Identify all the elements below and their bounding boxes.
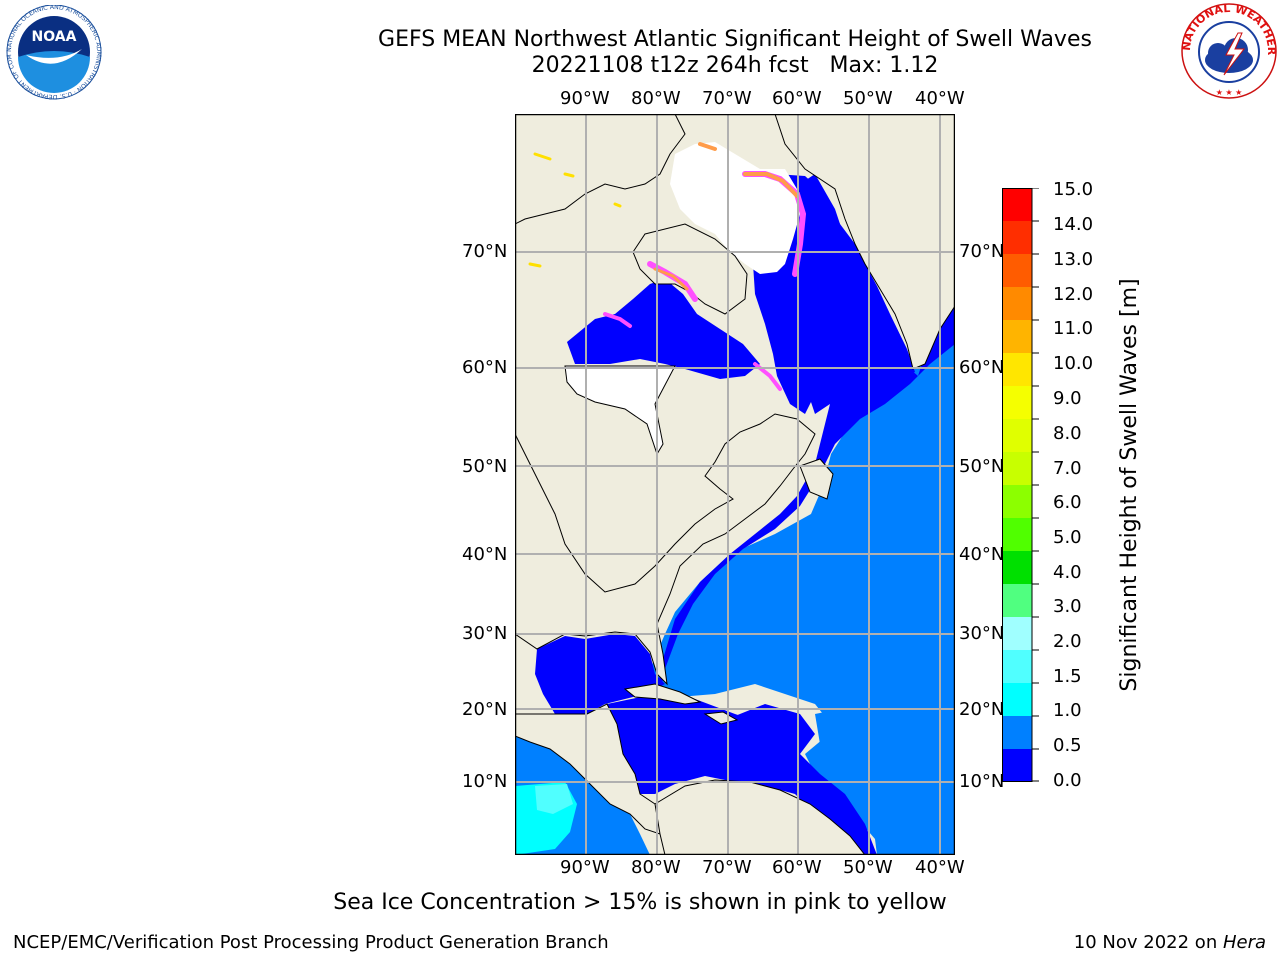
colorbar-tick-label: 2.0 bbox=[1053, 631, 1082, 652]
colorbar-segment bbox=[1002, 254, 1032, 288]
colorbar-segment bbox=[1002, 452, 1032, 486]
colorbar-tick-label: 9.0 bbox=[1053, 388, 1082, 409]
lat-label-right: 60°N bbox=[959, 357, 1005, 378]
lon-label-top: 90°W bbox=[560, 88, 610, 109]
colorbar-segment bbox=[1002, 287, 1032, 321]
noaa-logo-text: NOAA bbox=[32, 29, 77, 45]
colorbar-segment bbox=[1002, 320, 1032, 354]
map-subtitle: 20221108 t12z 264h fcst Max: 1.12 bbox=[531, 53, 939, 78]
arctic-islands bbox=[515, 114, 686, 225]
lon-label-bottom: 90°W bbox=[560, 857, 610, 878]
lat-label-left: 50°N bbox=[462, 456, 508, 477]
no-data-area bbox=[564, 365, 676, 456]
lon-label-top: 80°W bbox=[631, 88, 681, 109]
map-title: GEFS MEAN Northwest Atlantic Significant… bbox=[378, 27, 1092, 52]
lon-label-bottom: 80°W bbox=[631, 857, 681, 878]
newfoundland bbox=[799, 458, 834, 500]
lon-label-bottom: 40°W bbox=[915, 857, 965, 878]
colorbar-tick-label: 1.5 bbox=[1053, 666, 1082, 687]
lat-label-left: 10°N bbox=[462, 771, 508, 792]
colorbar-tick-label: 1.0 bbox=[1053, 700, 1082, 721]
generation-date-text: 10 Nov 2022 on bbox=[1073, 932, 1223, 953]
lat-label-left: 70°N bbox=[462, 241, 508, 262]
lon-label-bottom: 70°W bbox=[702, 857, 752, 878]
colorbar-tick-label: 11.0 bbox=[1053, 318, 1094, 339]
open-ocean-patch bbox=[815, 674, 955, 754]
colorbar-segment bbox=[1002, 716, 1032, 750]
colorbar-segment bbox=[1002, 221, 1032, 255]
hudson-bay bbox=[567, 279, 760, 379]
lat-label-left: 60°N bbox=[462, 357, 508, 378]
colorbar-segment bbox=[1002, 518, 1032, 552]
gridlines bbox=[515, 114, 955, 855]
colorbar-tick-label: 3.0 bbox=[1053, 596, 1082, 617]
colorbar-segment bbox=[1002, 650, 1032, 684]
colorbar-segment bbox=[1002, 353, 1032, 387]
colorbar-tick-label: 5.0 bbox=[1053, 527, 1082, 548]
colorbar-tick-label: 10.0 bbox=[1053, 353, 1094, 374]
colorbar-tick-label: 6.0 bbox=[1053, 492, 1082, 513]
colorbar-title: Significant Height of Swell Waves [m] bbox=[1117, 278, 1142, 692]
lat-label-left: 30°N bbox=[462, 623, 508, 644]
colorbar-segment bbox=[1002, 485, 1032, 519]
svg-text:★ ★ ★: ★ ★ ★ bbox=[1216, 88, 1243, 97]
lat-label-right: 70°N bbox=[959, 241, 1005, 262]
generation-date: 10 Nov 2022 on Hera bbox=[1074, 932, 1266, 953]
producer-credit: NCEP/EMC/Verification Post Processing Pr… bbox=[13, 932, 609, 953]
lon-label-top: 60°W bbox=[772, 88, 822, 109]
greenland bbox=[774, 114, 955, 370]
colorbar-tick-label: 0.0 bbox=[1053, 770, 1082, 791]
colorbar-segment bbox=[1002, 419, 1032, 453]
noaa-logo: NATIONAL OCEANIC AND ATMOSPHERIC ADMINIS… bbox=[4, 5, 102, 100]
colorbar-tick-label: 12.0 bbox=[1053, 284, 1094, 305]
map-panel bbox=[515, 114, 955, 855]
colorbar-tick-label: 7.0 bbox=[1053, 458, 1082, 479]
baffin-island bbox=[632, 223, 748, 315]
colorbar-segment bbox=[1002, 551, 1032, 585]
host-name: Hera bbox=[1222, 932, 1266, 953]
central-america bbox=[515, 703, 666, 835]
lon-label-bottom: 50°W bbox=[843, 857, 893, 878]
colorbar-tick-label: 13.0 bbox=[1053, 249, 1094, 270]
colorbar-segment bbox=[1002, 584, 1032, 618]
colorbar-tick-label: 0.5 bbox=[1053, 735, 1082, 756]
colorbar-segment bbox=[1002, 617, 1032, 651]
caribbean-sea bbox=[607, 694, 815, 804]
cuba bbox=[623, 683, 702, 705]
pacific-light-cyan bbox=[535, 784, 573, 814]
colorbar-tick-label: 8.0 bbox=[1053, 423, 1082, 444]
nws-logo: NATIONAL WEATHER SERVICE ★ ★ ★ bbox=[1180, 3, 1278, 99]
lat-label-right: 40°N bbox=[959, 544, 1005, 565]
lon-label-bottom: 60°W bbox=[772, 857, 822, 878]
sea-ice-footnote: Sea Ice Concentration > 15% is shown in … bbox=[333, 890, 947, 915]
lat-label-right: 10°N bbox=[959, 771, 1005, 792]
lat-label-right: 20°N bbox=[959, 699, 1005, 720]
lat-label-right: 30°N bbox=[959, 623, 1005, 644]
colorbar-tick-label: 15.0 bbox=[1053, 179, 1094, 200]
colorbar-tick-label: 14.0 bbox=[1053, 214, 1094, 235]
lon-label-top: 40°W bbox=[915, 88, 965, 109]
lon-label-top: 50°W bbox=[843, 88, 893, 109]
lon-label-top: 70°W bbox=[702, 88, 752, 109]
colorbar-segment bbox=[1002, 386, 1032, 420]
colorbar-frame bbox=[1002, 188, 1033, 782]
gulf-of-mexico bbox=[535, 634, 665, 720]
colorbar bbox=[1002, 188, 1039, 782]
lat-label-right: 50°N bbox=[959, 456, 1005, 477]
lat-label-left: 40°N bbox=[462, 544, 508, 565]
colorbar-segment bbox=[1002, 188, 1032, 222]
colorbar-segment bbox=[1002, 683, 1032, 717]
colorbar-segment bbox=[1002, 749, 1032, 782]
lat-label-left: 20°N bbox=[462, 699, 508, 720]
colorbar-tick-label: 4.0 bbox=[1053, 562, 1082, 583]
